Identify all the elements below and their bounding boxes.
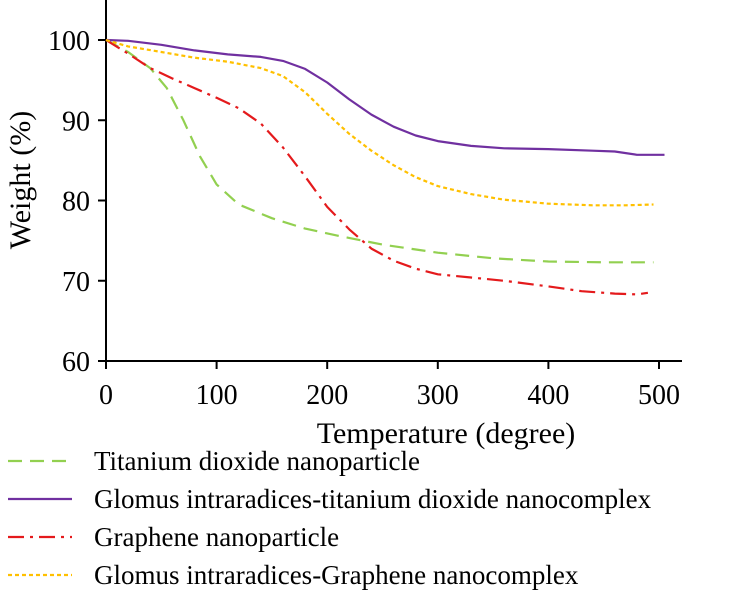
series-line-3 xyxy=(105,39,649,296)
series-line-1 xyxy=(105,39,654,264)
series-lines xyxy=(105,38,665,296)
x-tick-label: 500 xyxy=(638,380,680,411)
y-axis-title: Weight (%) xyxy=(4,111,37,249)
legend-label-1: Titanium dioxide nanoparticle xyxy=(94,446,420,476)
y-tick-label: 70 xyxy=(62,267,90,298)
legend-label-2: Glomus intraradices-titanium dioxide nan… xyxy=(94,484,652,514)
y-tick-label: 100 xyxy=(48,26,90,57)
y-tick-label: 80 xyxy=(62,187,90,218)
x-axis-title: Temperature (degree) xyxy=(317,417,576,450)
x-tick-label: 100 xyxy=(196,380,238,411)
plot-area: 0 100 200 300 400 500 60 70 80 90 100 xyxy=(48,0,682,411)
x-tick-label: 0 xyxy=(99,380,113,411)
y-tick-label: 90 xyxy=(62,106,90,137)
x-tick-label: 400 xyxy=(527,380,569,411)
legend: Titanium dioxide nanoparticle Glomus intr… xyxy=(8,446,652,590)
ticks: 0 100 200 300 400 500 60 70 80 90 100 xyxy=(48,26,680,411)
series-line-4 xyxy=(105,38,654,207)
x-tick-label: 200 xyxy=(306,380,348,411)
x-tick-label: 300 xyxy=(417,380,459,411)
y-tick-label: 60 xyxy=(62,347,90,378)
series-line-2 xyxy=(105,38,665,156)
legend-label-4: Glomus intraradices-Graphene nanocomplex xyxy=(94,560,579,590)
legend-label-3: Graphene nanoparticle xyxy=(94,522,339,552)
